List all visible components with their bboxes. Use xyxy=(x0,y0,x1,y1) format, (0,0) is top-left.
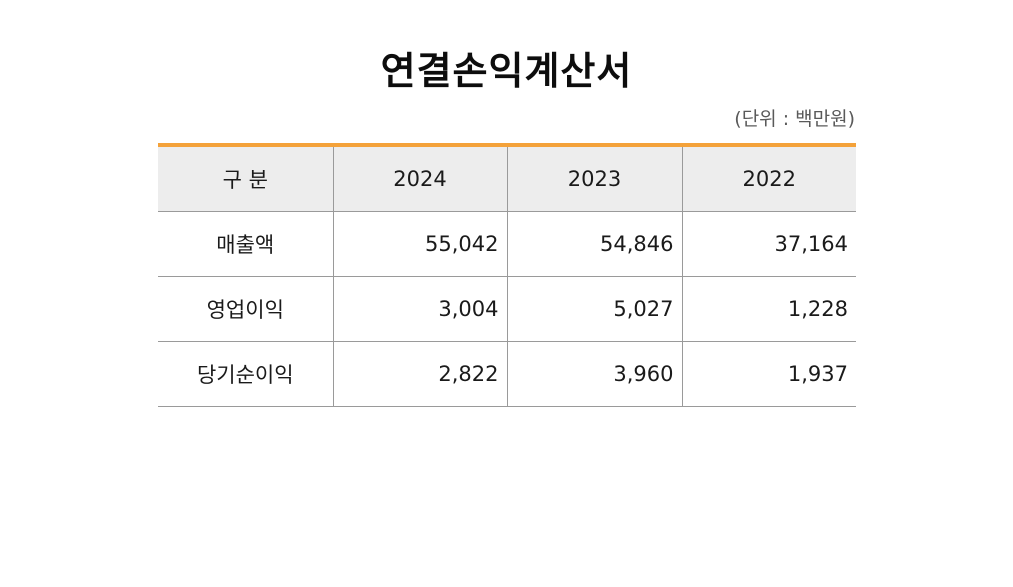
table-body: 매출액 55,042 54,846 37,164 영업이익 3,004 5,02… xyxy=(158,211,856,407)
row-value: 55,042 xyxy=(332,211,507,277)
header-year-2024: 2024 xyxy=(332,145,507,212)
header-row: 구 분 2024 2023 2022 xyxy=(158,145,856,212)
table-row: 당기순이익 2,822 3,960 1,937 xyxy=(158,341,856,407)
row-label: 영업이익 xyxy=(158,276,333,342)
row-value: 3,960 xyxy=(506,341,682,407)
row-value: 2,822 xyxy=(332,341,507,407)
header-year-2022: 2022 xyxy=(681,145,856,212)
row-label: 당기순이익 xyxy=(158,341,333,407)
row-value: 37,164 xyxy=(681,211,856,277)
table-row: 매출액 55,042 54,846 37,164 xyxy=(158,211,856,277)
page-title: 연결손익계산서 xyxy=(380,49,633,93)
table-row: 영업이익 3,004 5,027 1,228 xyxy=(158,276,856,342)
row-value: 1,937 xyxy=(681,341,856,407)
table-header: 구 분 2024 2023 2022 xyxy=(158,145,856,212)
row-value: 3,004 xyxy=(332,276,507,342)
row-value: 54,846 xyxy=(506,211,682,277)
row-label: 매출액 xyxy=(158,211,333,277)
row-value: 1,228 xyxy=(681,276,856,342)
income-statement-table: 구 분 2024 2023 2022 매출액 55,042 54,846 37,… xyxy=(158,143,856,407)
row-value: 5,027 xyxy=(506,276,682,342)
header-year-2023: 2023 xyxy=(506,145,682,212)
unit-label: (단위 : 백만원) xyxy=(734,108,855,130)
header-category: 구 분 xyxy=(158,145,333,212)
